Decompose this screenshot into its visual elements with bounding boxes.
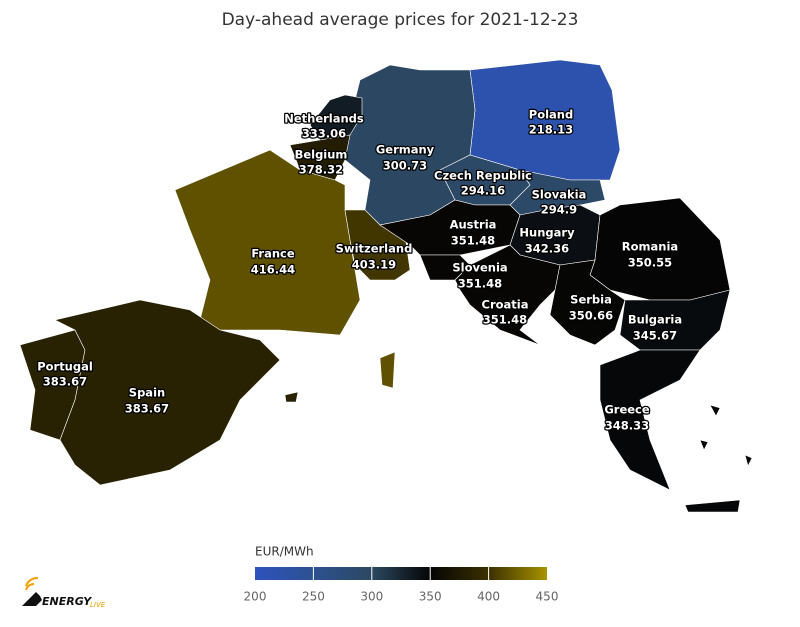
country-shape xyxy=(174,149,396,389)
country-shape xyxy=(619,289,731,351)
country-name: Netherlands xyxy=(284,112,364,126)
country-name: Greece xyxy=(604,403,650,417)
colorbar-tick-label: 300 xyxy=(360,590,383,604)
country-value: 351.48 xyxy=(451,234,495,248)
colorbar-title: EUR/MWh xyxy=(255,545,314,559)
country-value: 351.48 xyxy=(458,277,502,291)
country-value: 350.55 xyxy=(628,256,672,270)
country-name: Poland xyxy=(529,108,573,122)
country-value: 333.06 xyxy=(302,127,346,141)
country-name: Germany xyxy=(376,143,435,157)
logo-text: ENERGY xyxy=(42,595,92,608)
colorbar: EUR/MWh 200 250 300 350 400 450 xyxy=(244,545,559,604)
colorbar-tick-label: 350 xyxy=(419,590,442,604)
colorbar-tick-label: 450 xyxy=(536,590,559,604)
country-name: Portugal xyxy=(37,360,93,374)
country-name: Austria xyxy=(450,218,497,232)
country-value: 218.13 xyxy=(529,123,573,137)
colorbar-tick-label: 200 xyxy=(244,590,267,604)
country-name: Bulgaria xyxy=(628,313,682,327)
country-name: Slovakia xyxy=(532,188,587,202)
country-value: 403.19 xyxy=(352,258,396,272)
country-name: Belgium xyxy=(295,148,348,162)
country-shape xyxy=(309,94,363,141)
country-value: 342.36 xyxy=(525,242,569,256)
country-value: 383.67 xyxy=(125,402,169,416)
country-value: 300.73 xyxy=(383,159,427,173)
country-shape xyxy=(599,349,753,513)
country-value: 350.66 xyxy=(569,309,613,323)
country-value: 351.48 xyxy=(483,313,527,327)
country-name: Romania xyxy=(622,240,678,254)
country-name: Slovenia xyxy=(452,261,507,275)
country-name: France xyxy=(251,247,295,261)
country-name: Switzerland xyxy=(336,242,413,256)
country-name: Croatia xyxy=(482,298,529,312)
country-value: 345.67 xyxy=(633,329,677,343)
country-value: 294.9 xyxy=(541,203,577,217)
country-value: 383.67 xyxy=(43,375,87,389)
colorbar-bar xyxy=(255,567,547,580)
colorbar-tick-label: 250 xyxy=(302,590,325,604)
country-shape xyxy=(54,299,299,486)
colorbar-tick-label: 400 xyxy=(477,590,500,604)
map-title: Day-ahead average prices for 2021-12-23 xyxy=(222,10,579,30)
logo-mark xyxy=(22,592,42,606)
country-name: Spain xyxy=(129,386,165,400)
country-name: Hungary xyxy=(519,226,575,240)
country-shape xyxy=(344,209,411,281)
country-value: 294.16 xyxy=(461,184,505,198)
country-value: 416.44 xyxy=(251,263,295,277)
country-name: Serbia xyxy=(570,293,612,307)
country-value: 348.33 xyxy=(605,419,649,433)
logo-suffix: LIVE xyxy=(90,601,106,609)
logo: ENERGY LIVE xyxy=(22,577,106,609)
country-shape xyxy=(454,244,561,346)
country-name: Czech Republic xyxy=(434,169,532,183)
logo-signal xyxy=(25,577,39,591)
country-value: 378.32 xyxy=(299,163,343,177)
